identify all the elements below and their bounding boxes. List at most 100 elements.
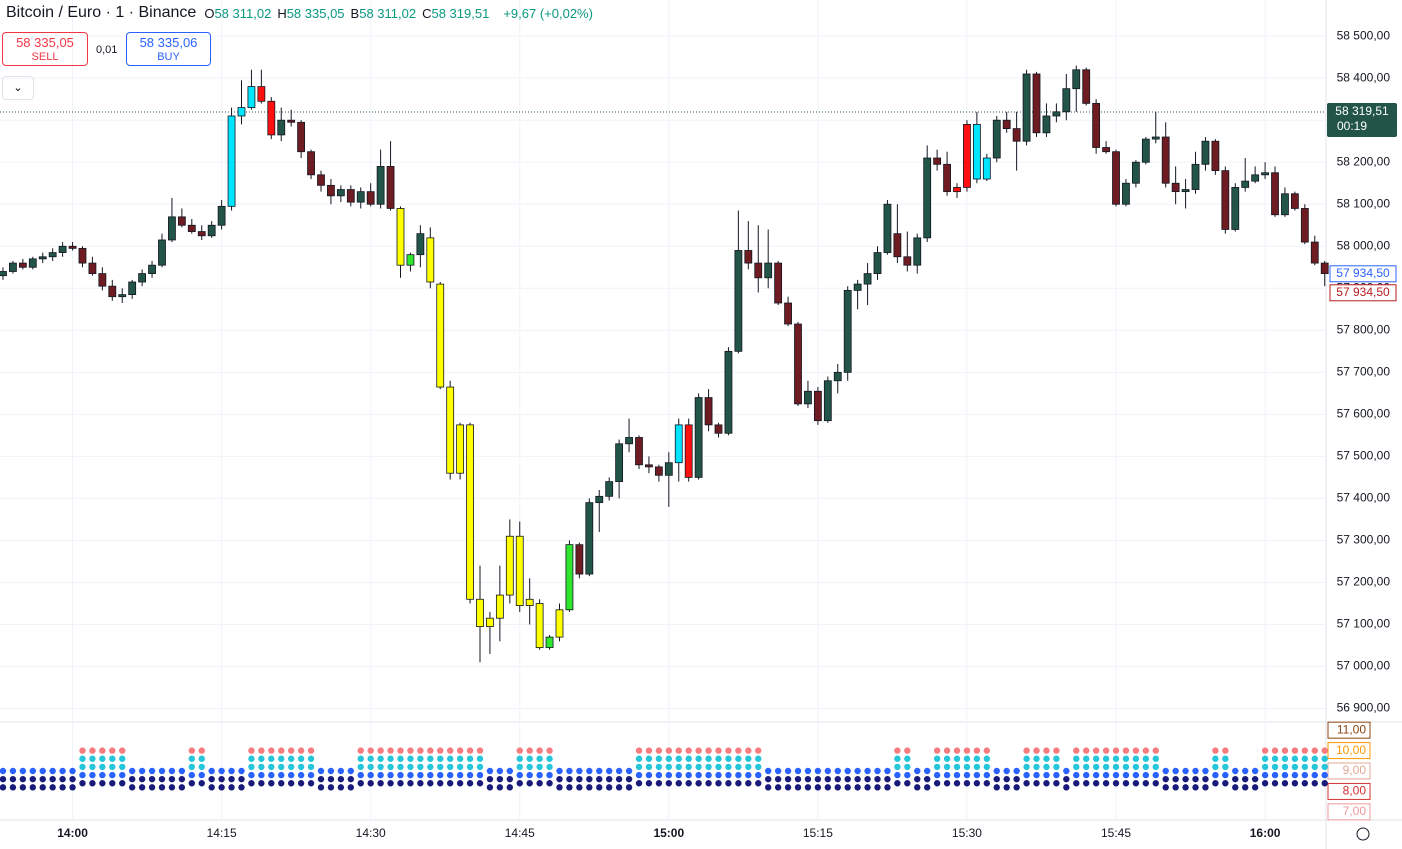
indicator-dot [973, 755, 981, 762]
candle-body [1062, 88, 1071, 113]
indicator-dot [397, 747, 404, 754]
indicator-dot [337, 784, 345, 791]
indicator-dot [268, 763, 275, 771]
indicator-dot [1222, 780, 1229, 787]
indicator-dot [675, 755, 682, 762]
indicator-dot [119, 763, 126, 771]
candle-body [883, 203, 892, 253]
indicator-tick-box [1327, 782, 1371, 800]
x-tick-label: 14:45 [505, 826, 535, 840]
indicator-dot [357, 780, 364, 787]
indicator-dot [367, 755, 374, 762]
indicator-dot [39, 775, 46, 783]
indicator-dot [635, 763, 643, 771]
candle-body [953, 187, 961, 193]
y-tick-label: 57 900,00 [1337, 280, 1391, 294]
indicator-dot [894, 755, 901, 762]
indicator-dot [1013, 784, 1020, 791]
marker-label: 57 934,50 [1336, 266, 1390, 280]
candle-body [1032, 73, 1041, 134]
indicator-dot [218, 784, 225, 791]
candle-body [486, 617, 494, 628]
indicator-dot [824, 775, 832, 783]
indicator-dot [1172, 767, 1179, 775]
indicator-dot [427, 771, 434, 779]
candle-body [963, 123, 971, 188]
buy-button[interactable]: 58 335,06 BUY [126, 32, 211, 66]
indicator-dot [546, 763, 553, 771]
indicator-dot [1033, 763, 1040, 771]
indicator-dot [1311, 780, 1318, 787]
indicator-dot [556, 775, 563, 783]
indicator-dot [1162, 767, 1169, 775]
indicator-dot [1142, 755, 1150, 762]
indicator-dot [79, 771, 86, 779]
indicator-dot [1311, 763, 1318, 771]
indicator-dot [407, 747, 414, 754]
candle-body [376, 166, 385, 205]
indicator-dot [973, 763, 981, 771]
indicator-dot [446, 771, 454, 779]
indicator-dot [1301, 763, 1309, 771]
indicator-dot [953, 771, 961, 779]
indicator-dot [764, 784, 772, 791]
indicator-dot [1152, 763, 1159, 771]
indicator-dot [198, 780, 205, 787]
indicator-tick-box [1327, 803, 1371, 821]
indicator-dot [1102, 771, 1110, 779]
indicator-dot [1053, 780, 1060, 787]
change: +9,67 (+0,02%) [503, 5, 593, 21]
indicator-dot [119, 755, 126, 762]
indicator-dot [943, 771, 951, 779]
indicator-dot [1261, 755, 1269, 762]
indicator-dot [953, 763, 961, 771]
indicator-dot [874, 775, 881, 783]
indicator-dot [29, 784, 36, 791]
indicator-dot [1043, 763, 1050, 771]
candle-body [1201, 140, 1210, 165]
indicator-dot [437, 780, 444, 787]
indicator-dot [824, 784, 832, 791]
candle-body [1092, 102, 1101, 148]
indicator-dot [874, 784, 881, 791]
indicator-dot [427, 763, 434, 771]
last-price-timer: 00:19 [1337, 119, 1367, 133]
indicator-dot [29, 767, 36, 775]
indicator-dot [596, 775, 603, 783]
settings-icon[interactable] [1356, 827, 1370, 841]
indicator-dot [536, 747, 543, 754]
indicator-dot [933, 755, 941, 762]
candle-body [346, 189, 355, 203]
indicator-dot [1132, 771, 1140, 779]
header: Bitcoin / Euro · 1 · Binance O58 311,02 H… [6, 4, 593, 22]
indicator-dot [735, 763, 742, 771]
indicator-dot [904, 755, 911, 762]
indicator-dot [894, 763, 901, 771]
indicator-dot [317, 767, 325, 775]
indicator-dot [178, 784, 186, 791]
indicator-dot [1261, 747, 1269, 754]
marker-box [1329, 284, 1397, 302]
indicator-dot [307, 763, 315, 771]
candle-body [764, 262, 773, 279]
indicator-dot [705, 755, 712, 762]
indicator-dot [397, 763, 404, 771]
indicator-dot [456, 780, 464, 787]
candle-body [615, 443, 624, 483]
indicator-dot [655, 763, 663, 771]
indicator-dot [387, 755, 394, 762]
indicator-dot [1232, 784, 1239, 791]
candle-body [545, 636, 554, 649]
indicator-dot [884, 775, 891, 783]
indicator-dot [456, 747, 464, 754]
sell-button[interactable]: 58 335,05 SELL [2, 32, 88, 66]
indicator-dot [89, 755, 96, 762]
candle-body [396, 208, 405, 266]
candle-body [1052, 111, 1061, 117]
indicator-dot [188, 755, 195, 762]
collapse-button[interactable]: ⌄ [2, 76, 34, 100]
indicator-dot [884, 767, 891, 775]
indicator-dot [615, 784, 623, 791]
indicator-dot [486, 775, 494, 783]
candle-body [1271, 172, 1279, 216]
